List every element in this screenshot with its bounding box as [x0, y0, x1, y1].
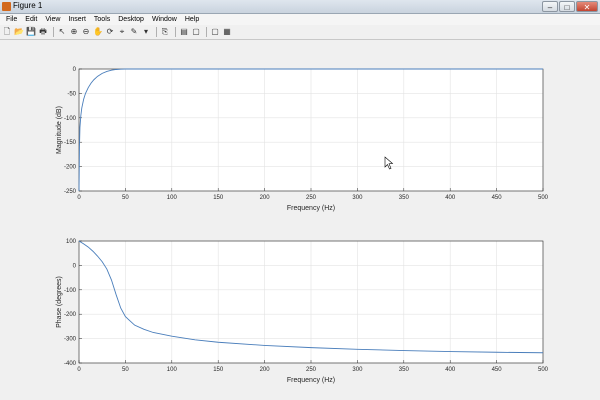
zoom-out-icon[interactable]: ⊖ — [82, 27, 90, 36]
matlab-figure-icon — [2, 2, 11, 11]
phase-x-tick-label: 500 — [538, 367, 549, 373]
phase-x-tick-label: 400 — [445, 367, 456, 373]
phase-y-tick-label: -400 — [64, 361, 77, 367]
phase-y-axis-label: Phase (degrees) — [56, 276, 63, 328]
menu-help[interactable]: Help — [184, 16, 200, 23]
magnitude-x-tick-label: 300 — [352, 195, 363, 201]
save-icon[interactable]: 💾 — [26, 27, 36, 36]
minimize-button[interactable]: – — [542, 1, 558, 12]
phase-x-tick-label: 150 — [213, 367, 224, 373]
menu-bar: File Edit View Insert Tools Desktop Wind… — [0, 14, 600, 25]
phase-y-tick-label: -200 — [64, 312, 77, 318]
toolbar-separator — [53, 27, 54, 37]
magnitude-x-axis-label: Frequency (Hz) — [287, 205, 335, 212]
figure-toolbar: 🗋 📂 💾 🖶 ↖ ⊕ ⊖ ✋ ⟳ ⌖ ✎ ▾ ⎘ ▤ ▢ ▢ ▦ — [0, 25, 600, 40]
toolbar-separator — [156, 27, 157, 37]
print-icon[interactable]: 🖶 — [39, 27, 47, 36]
mouse-cursor-icon — [384, 156, 394, 170]
pointer-icon[interactable]: ↖ — [58, 27, 66, 36]
menu-view[interactable]: View — [45, 16, 61, 23]
magnitude-x-tick-label: 50 — [122, 195, 129, 201]
phase-y-tick-label: 100 — [66, 239, 77, 245]
magnitude-y-axis-label: Magnitude (dB) — [56, 106, 63, 154]
toolbar-separator — [206, 27, 207, 37]
magnitude-x-tick-label: 0 — [77, 195, 81, 201]
figure-canvas[interactable]: 0 50 100 150 200 250 300 350 400 450 500 0 -50 -100 -1… — [0, 41, 600, 400]
magnitude-x-tick-label: 200 — [260, 195, 271, 201]
colorbar-icon[interactable]: ▤ — [180, 27, 188, 36]
phase-x-tick-label: 200 — [260, 367, 271, 373]
close-button[interactable]: ✕ — [576, 1, 598, 12]
phase-x-tick-label: 300 — [352, 367, 363, 373]
phase-x-tick-label: 350 — [399, 367, 410, 373]
magnitude-x-tick-label: 100 — [167, 195, 178, 201]
data-cursor-icon[interactable]: ⌖ — [119, 27, 125, 36]
menu-insert[interactable]: Insert — [68, 16, 86, 23]
magnitude-x-tick-label: 450 — [492, 195, 503, 201]
phase-x-tick-label: 0 — [77, 367, 81, 373]
open-file-icon[interactable]: 📂 — [14, 27, 24, 36]
window-title: Figure 1 — [13, 1, 43, 10]
title-bar[interactable]: Figure 1 – □ ✕ — [0, 0, 600, 14]
window-controls: – □ ✕ — [541, 1, 598, 13]
plots-svg: 0 50 100 150 200 250 300 350 400 450 5000-50-100-1… — [56, 67, 549, 384]
menu-file[interactable]: File — [6, 16, 18, 23]
magnitude-y-tick-label: -150 — [64, 140, 77, 146]
magnitude-x-tick-label: 250 — [306, 195, 317, 201]
brush-icon[interactable]: ✎ — [130, 27, 138, 36]
zoom-in-icon[interactable]: ⊕ — [70, 27, 78, 36]
phase-y-tick-label: -100 — [64, 288, 77, 294]
new-figure-icon[interactable]: 🗋 — [3, 27, 11, 36]
magnitude-x-tick-label: 400 — [445, 195, 456, 201]
brush-dropdown-icon[interactable]: ▾ — [143, 27, 148, 36]
magnitude-x-tick-label: 500 — [538, 195, 549, 201]
rotate-icon[interactable]: ⟳ — [106, 27, 114, 36]
magnitude-series-line — [78, 68, 543, 192]
menu-desktop[interactable]: Desktop — [118, 16, 144, 23]
magnitude-x-tick-label: 150 — [213, 195, 224, 201]
legend-icon[interactable]: ▢ — [192, 27, 200, 36]
magnitude-y-tick-label: 0 — [73, 67, 77, 73]
phase-x-axis-label: Frequency (Hz) — [287, 377, 335, 384]
menu-edit[interactable]: Edit — [25, 16, 38, 23]
phase-y-tick-label: -300 — [64, 337, 77, 343]
magnitude-y-tick-label: -250 — [64, 189, 77, 195]
hide-plot-tools-icon[interactable]: ▢ — [211, 27, 219, 36]
menu-tools[interactable]: Tools — [93, 16, 111, 23]
magnitude-y-tick-label: -200 — [64, 165, 77, 171]
phase-x-tick-label: 450 — [492, 367, 503, 373]
phase-x-tick-label: 100 — [167, 367, 178, 373]
menu-window[interactable]: Window — [151, 16, 177, 23]
maximize-button[interactable]: □ — [559, 1, 575, 12]
link-icon[interactable]: ⎘ — [161, 27, 169, 36]
pan-icon[interactable]: ✋ — [93, 27, 103, 36]
toolbar-separator — [175, 27, 176, 37]
magnitude-y-tick-label: -50 — [67, 91, 76, 97]
phase-x-tick-label: 250 — [306, 367, 317, 373]
phase-y-tick-label: 0 — [73, 263, 77, 269]
show-plot-tools-icon[interactable]: ▦ — [223, 27, 231, 36]
magnitude-y-tick-label: -100 — [64, 116, 77, 122]
magnitude-x-tick-label: 350 — [399, 195, 410, 201]
phase-series-line — [78, 240, 544, 354]
phase-x-tick-label: 50 — [122, 367, 129, 373]
